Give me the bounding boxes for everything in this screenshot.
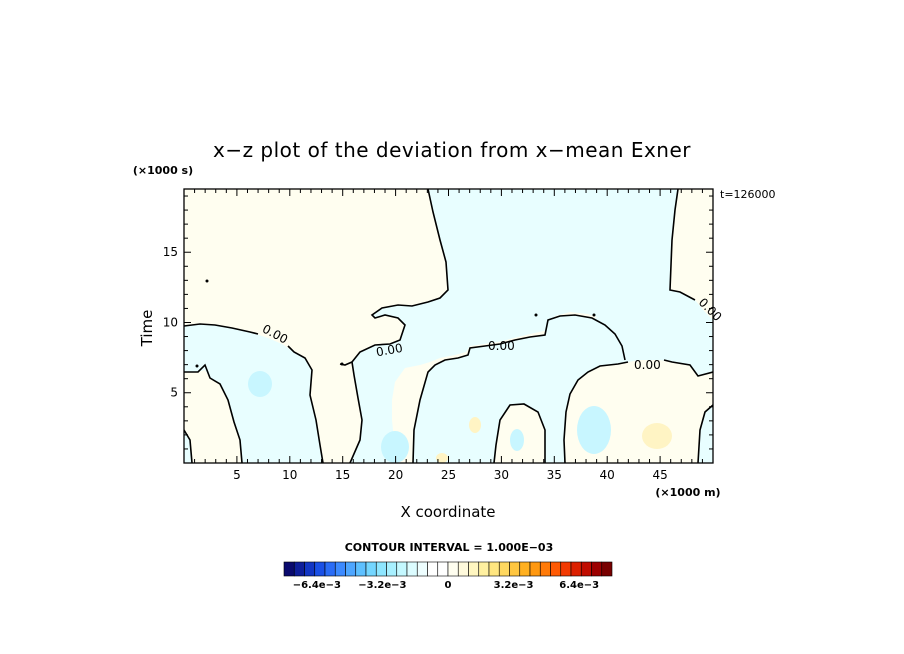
positive-spot (469, 417, 481, 433)
colorbar-swatch (427, 561, 439, 577)
x-tick-label: 20 (388, 468, 403, 482)
x-tick-label: 10 (282, 468, 297, 482)
colorbar-swatch (437, 561, 449, 577)
contour-label: 0.00 (634, 358, 661, 372)
contour-line (287, 345, 324, 463)
chart-title: x−z plot of the deviation from x−mean Ex… (212, 138, 691, 162)
colorbar-swatch (457, 561, 469, 577)
colorbar-swatch (375, 561, 387, 577)
y-unit-label: (×1000 s) (133, 164, 193, 177)
colorbar-swatch (314, 561, 326, 577)
colorbar-swatch (498, 561, 510, 577)
x-tick-label: 45 (652, 468, 667, 482)
colorbar-swatch (519, 561, 531, 577)
y-axis-label: Time (138, 310, 156, 348)
colorbar-swatch (529, 561, 541, 577)
colorbar (283, 561, 613, 577)
colorbar-swatch (539, 561, 551, 577)
x-tick-label: 40 (600, 468, 615, 482)
colorbar-swatch (334, 561, 346, 577)
colorbar-swatch (406, 561, 418, 577)
contour-line (663, 359, 713, 377)
x-tick-label: 35 (547, 468, 562, 482)
contour-fills (184, 189, 713, 463)
colorbar-swatch (601, 561, 613, 577)
colorbar-swatch (345, 561, 357, 577)
colorbar-swatch (550, 561, 562, 577)
contour-line (412, 314, 626, 463)
colorbar-swatch (591, 561, 603, 577)
negative-spot (248, 371, 272, 397)
colorbar-tick-label: 6.4e−3 (559, 580, 599, 591)
colorbar-swatch (396, 561, 408, 577)
y-tick-label: 10 (163, 315, 178, 329)
x-tick-label: 30 (494, 468, 509, 482)
colorbar-swatch (293, 561, 305, 577)
negative-region-corner (184, 430, 192, 463)
colorbar-swatch (468, 561, 480, 577)
contour-dot (340, 362, 344, 366)
colorbar-swatch (560, 561, 572, 577)
contour-dot (195, 364, 199, 368)
contour-line (697, 404, 713, 463)
colorbar-tick-label: 3.2e−3 (494, 580, 534, 591)
negative-spot (510, 429, 524, 451)
contour-lines (184, 189, 713, 463)
colorbar-swatch (386, 561, 398, 577)
x-tick-label: 25 (441, 468, 456, 482)
colorbar-swatch (283, 561, 295, 577)
x-tick-label: 15 (335, 468, 350, 482)
colorbar-swatch (488, 561, 500, 577)
colorbar-tick-label: 0 (445, 580, 452, 591)
contour-line (184, 323, 259, 335)
contour-label: 0.00 (375, 341, 404, 359)
contour-dot (592, 313, 596, 317)
contour-line (184, 363, 243, 463)
contour-line (493, 403, 546, 463)
x-tick-label: 5 (233, 468, 241, 482)
y-tick-label: 5 (170, 386, 178, 400)
contour-interval-label: CONTOUR INTERVAL = 1.000E−03 (345, 541, 554, 554)
contour-label: 0.00 (488, 339, 515, 353)
colorbar-swatch (570, 561, 582, 577)
x-unit-label: (×1000 m) (655, 486, 720, 499)
colorbar-swatch (478, 561, 490, 577)
contour-dot (534, 313, 538, 317)
axis-tick-labels: 5 10 15 20 25 30 35 40 45 5 10 15 (163, 245, 668, 482)
colorbar-tick-label: −3.2e−3 (358, 580, 406, 591)
contour-dot (205, 279, 209, 283)
colorbar-swatch (447, 561, 459, 577)
contour-line (184, 429, 193, 463)
positive-spot (436, 453, 448, 463)
colorbar-swatch (355, 561, 367, 577)
contour-line (563, 361, 629, 463)
x-axis-label: X coordinate (400, 503, 495, 521)
y-tick-label: 15 (163, 245, 178, 259)
negative-spot (381, 431, 409, 463)
colorbar-tick-label: −6.4e−3 (293, 580, 341, 591)
colorbar-swatch (304, 561, 316, 577)
negative-region-main (350, 189, 713, 463)
contour-line (349, 189, 449, 463)
colorbar-swatch (509, 561, 521, 577)
axis-ticks (184, 189, 713, 463)
colorbar-swatch (365, 561, 377, 577)
colorbar-swatch (324, 561, 336, 577)
colorbar-labels: −6.4e−3 −3.2e−3 0 3.2e−3 6.4e−3 (293, 580, 599, 591)
positive-spot (642, 423, 672, 449)
contour-line (669, 189, 696, 301)
colorbar-swatch (416, 561, 428, 577)
time-label: t=126000 (720, 188, 776, 201)
negative-spot (577, 406, 611, 454)
colorbar-swatch (580, 561, 592, 577)
